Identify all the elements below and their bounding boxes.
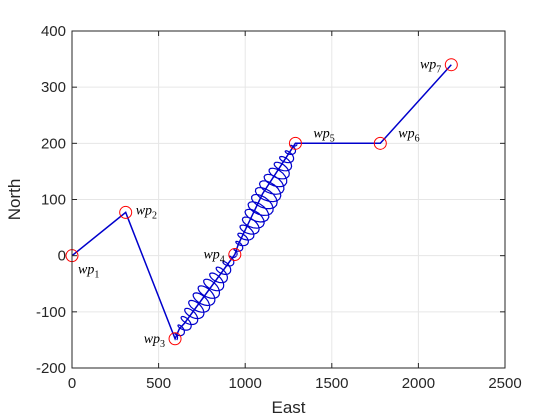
x-tick-label: 0 [68, 375, 76, 392]
y-tick-label: 300 [41, 79, 66, 96]
x-tick-label: 2000 [402, 375, 435, 392]
x-tick-label: 500 [146, 375, 171, 392]
x-tick-label: 1500 [315, 375, 348, 392]
x-tick-label: 1000 [229, 375, 262, 392]
y-tick-label: 100 [41, 192, 66, 209]
waypoint-marker [444, 58, 458, 72]
waypoint-marker [228, 248, 242, 262]
axis-ticks: 0 500 1000 1500 2000 2500 -200 -100 0 100 200 300 40… [36, 23, 522, 392]
y-tick-label: -100 [36, 304, 66, 321]
waypoint-label: wp5 [313, 126, 334, 144]
waypoint-label: wp2 [136, 203, 157, 221]
grid [71, 30, 506, 369]
waypoint-marker [288, 136, 302, 150]
y-tick-label: 200 [41, 135, 66, 152]
waypoints: wp1 wp2 wp3 wp4 wp5 wp6 wp7 [65, 58, 458, 350]
waypoint-label: wp4 [203, 248, 224, 266]
waypoint-label: wp3 [144, 332, 165, 350]
waypoint-label: wp7 [420, 58, 441, 76]
waypoint-label: wp6 [398, 126, 419, 144]
y-tick-label: -200 [36, 360, 66, 377]
waypoint-marker [373, 136, 387, 150]
y-tick-label: 0 [58, 248, 66, 265]
x-tick-label: 2500 [488, 375, 521, 392]
trajectory-oscillation [233, 143, 298, 256]
waypoint-marker [168, 332, 182, 346]
trajectory-oscillation [174, 255, 237, 341]
waypoint-marker [119, 205, 133, 219]
waypoint-label: wp1 [78, 263, 99, 281]
y-axis-label: North [5, 179, 24, 221]
y-tick-label: 400 [41, 23, 66, 40]
x-axis-label: East [271, 398, 305, 417]
